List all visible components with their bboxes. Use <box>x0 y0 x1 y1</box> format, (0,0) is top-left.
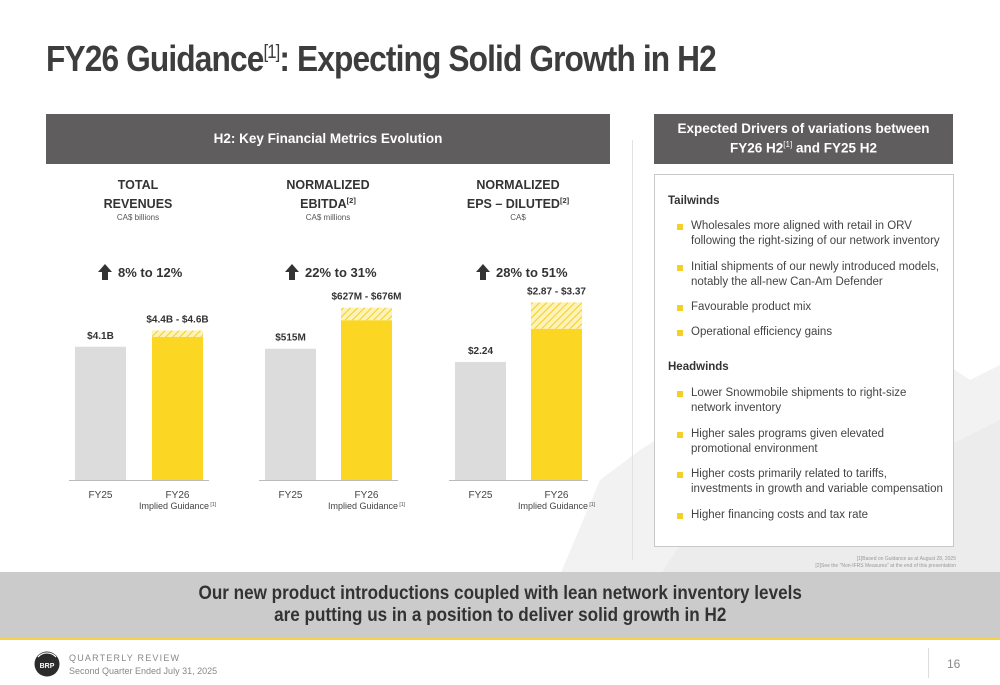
headwind-item: Higher sales programs given elevated pro… <box>691 428 885 455</box>
tick-label: FY25 <box>279 490 303 501</box>
banner-line: Our new product introductions coupled wi… <box>198 583 802 604</box>
bullet-icon <box>677 224 683 230</box>
metric-title-revenues: TOTAL REVENUES <box>103 178 173 212</box>
tailwinds-heading: Tailwinds <box>668 195 720 207</box>
headwind-item: Higher financing costs and tax rate <box>691 509 869 521</box>
bullet-icon <box>677 265 683 271</box>
bar-fy25 <box>265 348 316 480</box>
divider <box>928 648 929 678</box>
data-label: $627M - $676M <box>331 292 401 303</box>
banner-line: are putting us in a position to deliver … <box>273 605 727 626</box>
bar-fy26-range <box>341 307 392 321</box>
bar-fy26-range <box>152 330 203 337</box>
tick-label: FY26 <box>545 490 569 501</box>
page-number: 16 <box>947 657 961 671</box>
bullet-icon <box>677 472 683 478</box>
footnote-marker: [1] <box>209 502 217 508</box>
metric-title-ebitda: NORMALIZED EBITDA[2] <box>286 178 370 212</box>
tailwind-item: Wholesales more aligned with retail in O… <box>691 220 940 247</box>
tick-label: FY25 <box>469 490 493 501</box>
headwind-item: Lower Snowmobile shipments to right-size… <box>691 387 907 414</box>
tailwind-item: Operational efficiency gains <box>691 326 833 338</box>
metric-unit: CA$ <box>510 213 526 222</box>
data-label: $4.4B - $4.6B <box>146 315 208 326</box>
tick-label: FY25 <box>89 490 113 501</box>
bar-fy25 <box>455 361 506 480</box>
footnote-marker: [1] <box>398 502 406 508</box>
data-label: $515M <box>275 333 306 344</box>
tailwind-item: Initial shipments of our newly introduce… <box>691 261 940 288</box>
bar-fy26 <box>341 320 392 480</box>
footnotes: [1]Based on Guidance as at August 28, 20… <box>815 556 956 569</box>
drivers-panel: Tailwinds Wholesales more aligned with r… <box>654 174 954 547</box>
svg-text:BRP: BRP <box>40 663 55 670</box>
bullet-icon <box>677 432 683 438</box>
data-label: $2.24 <box>468 346 493 357</box>
bar-fy26 <box>531 328 582 480</box>
growth-eps: 28% to 51% <box>476 264 568 280</box>
up-arrow-icon <box>285 264 299 280</box>
data-label: $4.1B <box>87 331 114 342</box>
key-message-banner: Our new product introductions coupled wi… <box>0 572 1000 640</box>
bar-fy26-range <box>531 302 582 329</box>
footer-period: Second Quarter Ended July 31, 2025 <box>69 666 218 676</box>
footer-review-label: QUARTERLY REVIEW <box>69 653 181 663</box>
data-label: $2.87 - $3.37 <box>527 286 586 297</box>
metric-title-eps: NORMALIZED EPS – DILUTED[2] <box>466 178 570 212</box>
divider <box>632 140 633 560</box>
bar-fy25 <box>75 346 126 480</box>
tick-label: Implied Guidance [1] <box>518 501 596 511</box>
drivers-header: Expected Drivers of variations between FY… <box>654 114 953 164</box>
growth-revenues: 8% to 12% <box>98 264 182 280</box>
up-arrow-icon <box>98 264 112 280</box>
bullet-icon <box>677 391 683 397</box>
tailwind-item: Favourable product mix <box>691 301 812 313</box>
tick-label: FY26 <box>166 490 190 501</box>
metric-unit: CA$ billions <box>116 213 160 222</box>
bullet-icon <box>677 513 683 519</box>
up-arrow-icon <box>476 264 490 280</box>
metrics-header: H2: Key Financial Metrics Evolution <box>46 114 610 164</box>
footnote-marker: [1] <box>588 502 596 508</box>
bullet-icon <box>677 330 683 336</box>
bullet-icon <box>677 305 683 311</box>
tick-label: Implied Guidance [1] <box>328 501 406 511</box>
headwinds-heading: Headwinds <box>668 361 729 373</box>
metric-unit: CA$ millions <box>305 213 351 222</box>
growth-ebitda: 22% to 31% <box>285 264 377 280</box>
headwind-item: Higher costs primarily related to tariff… <box>691 468 943 495</box>
page-title: FY26 Guidance[1]: Expecting Solid Growth… <box>46 38 717 79</box>
brp-logo: BRP <box>34 651 60 677</box>
tick-label: Implied Guidance [1] <box>139 501 217 511</box>
bar-fy26 <box>152 337 203 480</box>
tick-label: FY26 <box>355 490 379 501</box>
